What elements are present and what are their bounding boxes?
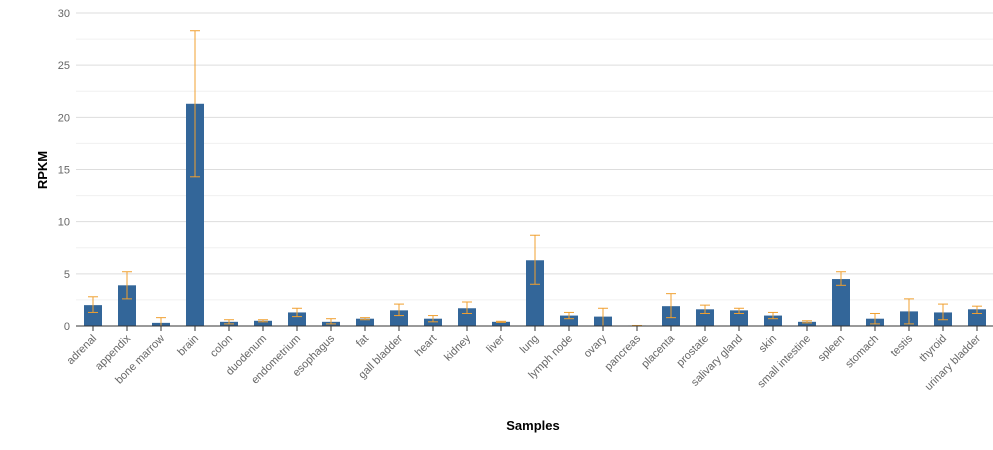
y-tick-label: 0 (64, 321, 70, 333)
x-tick-label: skin (757, 333, 779, 355)
x-tick-label: ovary (582, 332, 610, 360)
x-tick-label: fat (354, 333, 371, 350)
x-tick-label: spleen (816, 333, 847, 364)
bar (764, 315, 782, 326)
x-tick-label: thyroid (917, 333, 949, 365)
error-bar (292, 307, 302, 318)
bar (424, 318, 442, 326)
bar (186, 103, 204, 327)
x-tick-label: liver (484, 332, 507, 355)
y-tick-label: 25 (58, 60, 70, 72)
error-bar (734, 307, 744, 314)
x-tick-label: colon (208, 333, 235, 360)
error-bar (496, 320, 506, 323)
error-bar (666, 293, 676, 319)
error-bar (224, 319, 234, 325)
error-bar (326, 318, 336, 325)
x-axis-title: Samples (506, 418, 559, 433)
y-tick-label: 30 (58, 8, 70, 20)
bar (84, 305, 102, 326)
y-axis-ticks: 0 5 10 15 20 25 30 (58, 8, 70, 333)
error-bar (802, 320, 812, 324)
error-bar (836, 271, 846, 286)
bar (798, 321, 816, 326)
gridlines (76, 12, 993, 301)
y-tick-label: 15 (58, 165, 70, 177)
bars (84, 103, 986, 327)
error-bar (122, 271, 132, 300)
error-bar (530, 234, 540, 285)
y-tick-label: 20 (58, 112, 70, 124)
error-bar (972, 305, 982, 314)
x-tick-label: lung (518, 333, 541, 356)
bar (832, 279, 850, 326)
error-bar (904, 298, 914, 325)
bar (458, 308, 476, 326)
x-tick-label: kidney (442, 332, 473, 363)
error-bar (258, 319, 268, 323)
x-tick-label: pancreas (603, 332, 644, 373)
error-bar (768, 311, 778, 320)
bar (560, 315, 578, 326)
bar (526, 260, 544, 326)
error-bar (360, 317, 370, 321)
error-bar (462, 301, 472, 314)
x-tick-label: placenta (639, 332, 678, 371)
error-bar (700, 304, 710, 314)
bar (254, 320, 272, 326)
y-tick-label: 5 (64, 269, 70, 281)
x-tick-label: stomach (843, 333, 881, 371)
bar (118, 285, 136, 326)
x-tick-label: heart (413, 333, 439, 359)
error-bar (428, 315, 438, 323)
error-bar (564, 311, 574, 320)
y-axis-title: RPKM (35, 151, 50, 189)
y-tick-label: 10 (58, 217, 70, 229)
bar (492, 321, 510, 326)
error-bar (394, 303, 404, 317)
error-bar (88, 296, 98, 313)
error-bar (190, 30, 200, 178)
x-tick-label: brain (175, 333, 201, 359)
bar (288, 312, 306, 326)
error-bar (870, 312, 880, 325)
x-tick-label: adrenal (65, 333, 99, 367)
bar (356, 318, 374, 326)
bar (390, 310, 408, 326)
x-tick-label: testis (888, 332, 915, 359)
error-bar (938, 303, 948, 321)
bar (730, 310, 748, 326)
